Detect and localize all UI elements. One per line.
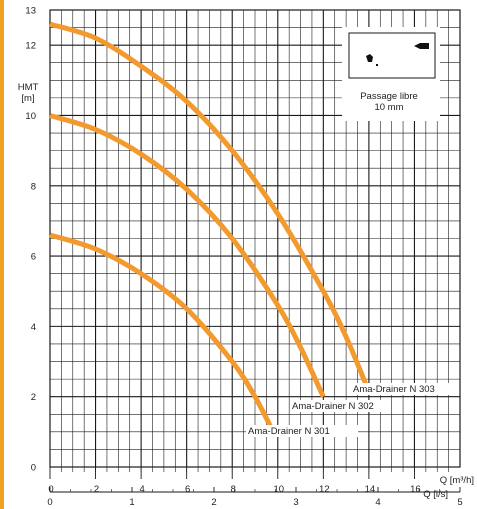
inset-line2: 10 mm [374, 102, 403, 113]
y-tick-label: 10 [25, 111, 36, 122]
x-tick-label-m3h: 6 [185, 484, 190, 495]
series-label-bg [351, 383, 455, 395]
y-tick-label: 2 [31, 392, 36, 403]
x-tick-label-m3h: 4 [139, 484, 144, 495]
curves [49, 21, 369, 433]
x-tick-label-m3h: 14 [365, 484, 376, 495]
x-tick-label-ls: 3 [293, 497, 298, 508]
x-tick-label-ls: 5 [457, 497, 462, 508]
x-tick-label-ls: 2 [211, 497, 216, 508]
x-tick-label-m3h: 2 [94, 484, 99, 495]
pump-curve-3 [49, 21, 369, 388]
x-tick-label-m3h: 12 [319, 484, 330, 495]
series-label-bg [246, 425, 358, 437]
x-tick-label-m3h: 0 [48, 484, 53, 495]
series-labels: Ama-Drainer N 301 Ama-Drainer N 302 Ama-Dr… [246, 383, 455, 437]
series-label: Ama-Drainer N 301 [248, 426, 330, 437]
x-tick-label-m3h: 8 [231, 484, 236, 495]
series-label: Ama-Drainer N 303 [353, 384, 435, 395]
pump-curve-2 [49, 113, 326, 398]
y-tick-label: 6 [31, 252, 36, 263]
y-axis-label: HMT [18, 82, 39, 93]
inset-line1: Passage libre [360, 91, 418, 102]
inset-frame [348, 32, 436, 79]
x-tick-label-m3h: 10 [273, 484, 284, 495]
y-axis-unit: [m] [21, 93, 34, 104]
y-tick-label: 12 [25, 41, 36, 52]
series-label: Ama-Drainer N 302 [292, 401, 374, 412]
particle-dot-icon [376, 64, 378, 66]
y-tick-label: 4 [31, 322, 36, 333]
x-tick-label-ls: 0 [47, 497, 52, 508]
series-label-bg [290, 400, 386, 412]
accent-bar [0, 0, 4, 509]
x-tick-label-ls: 1 [129, 497, 134, 508]
x-tick-label-m3h: 16 [410, 484, 421, 495]
x-axis-label-ls: Q [l/s] [423, 489, 448, 500]
y-tick-label: 13 [25, 6, 36, 17]
pump-curve-1 [49, 232, 276, 433]
y-tick-label: 0 [31, 463, 36, 474]
x-tick-label-ls: 4 [375, 497, 380, 508]
particle-icon [366, 54, 373, 62]
x-axis-label-m3h: Q [m³/h] [440, 475, 474, 486]
y-tick-label: 8 [31, 181, 36, 192]
particle-icon [414, 43, 429, 49]
